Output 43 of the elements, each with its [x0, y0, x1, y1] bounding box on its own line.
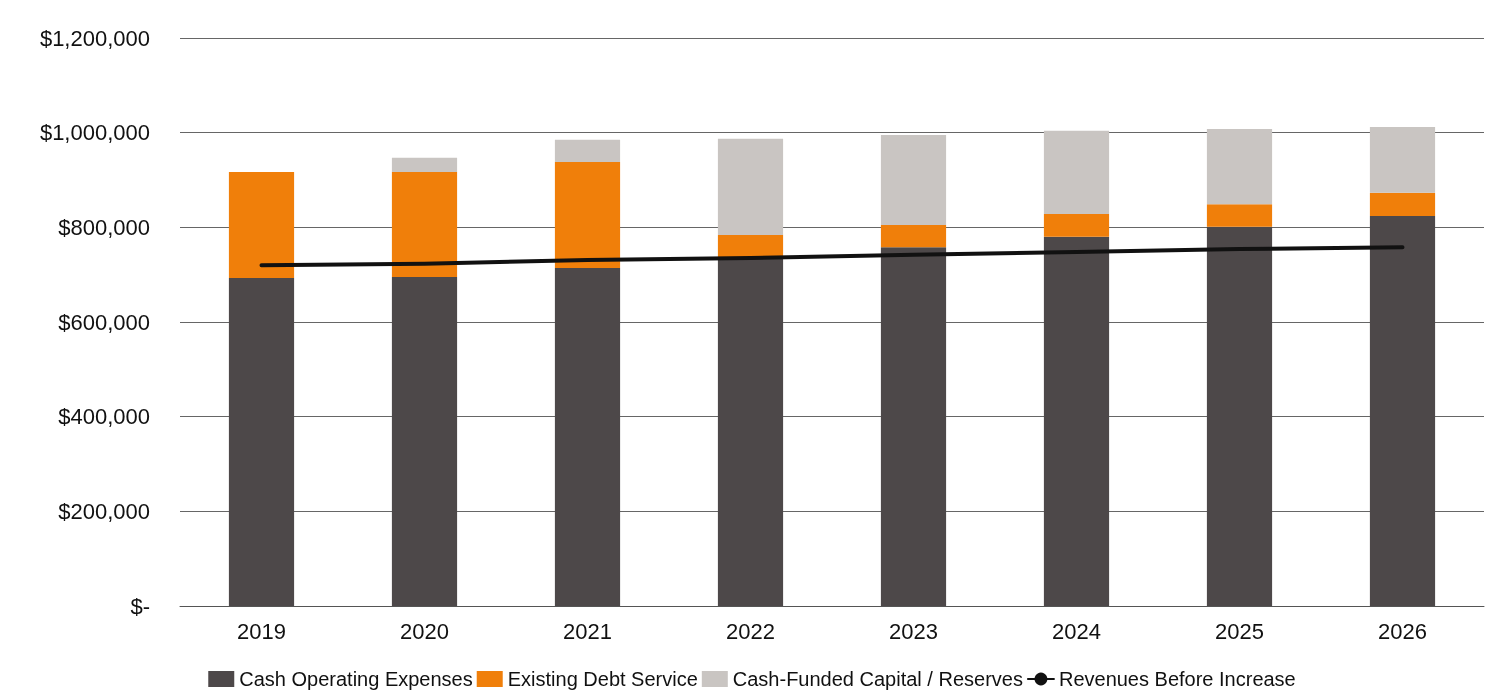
- x-tick-label: 2021: [563, 618, 612, 644]
- x-tick-label: 2019: [237, 618, 286, 644]
- x-tick-label: 2024: [1052, 618, 1101, 644]
- legend-label: Revenues Before Increase: [1058, 668, 1296, 690]
- y-tick-label: $800,000: [58, 214, 150, 240]
- legend-label: Cash-Funded Capital / Reserves: [732, 668, 1023, 690]
- y-tick-label: $400,000: [58, 404, 150, 430]
- bar: [1206, 204, 1273, 227]
- bar: [554, 139, 621, 163]
- y-tick-label: $-: [130, 593, 150, 619]
- x-tick-label: 2025: [1215, 618, 1264, 644]
- bar: [391, 171, 458, 278]
- legend-label: Existing Debt Service: [507, 668, 698, 690]
- x-tick-label: 2023: [889, 618, 938, 644]
- bar: [228, 171, 295, 278]
- bar: [1043, 214, 1110, 237]
- bar: [1369, 192, 1436, 216]
- bar: [554, 268, 621, 606]
- bar: [880, 135, 947, 225]
- line-series: [259, 245, 1405, 268]
- legend-label: Cash Operating Expenses: [239, 668, 473, 690]
- bar: [717, 257, 784, 606]
- bar: [1206, 226, 1273, 606]
- bar: [880, 224, 947, 248]
- bar: [554, 162, 621, 269]
- x-tick-label: 2022: [726, 618, 775, 644]
- bar: [1043, 130, 1110, 215]
- bar: [880, 247, 947, 606]
- bar: [391, 157, 458, 172]
- bar: [717, 234, 784, 258]
- y-tick-label: $600,000: [58, 309, 150, 335]
- bar: [1369, 126, 1436, 193]
- bar: [228, 277, 295, 606]
- bar: [1206, 128, 1273, 205]
- y-tick-label: $1,000,000: [39, 120, 150, 146]
- bar: [717, 138, 784, 235]
- x-tick-label: 2020: [400, 618, 449, 644]
- y-tick-label: $1,200,000: [39, 25, 150, 51]
- x-tick-label: 2026: [1378, 618, 1427, 644]
- bar: [391, 277, 458, 606]
- y-tick-label: $200,000: [58, 498, 150, 524]
- bar: [1369, 215, 1436, 606]
- bar: [1043, 236, 1110, 606]
